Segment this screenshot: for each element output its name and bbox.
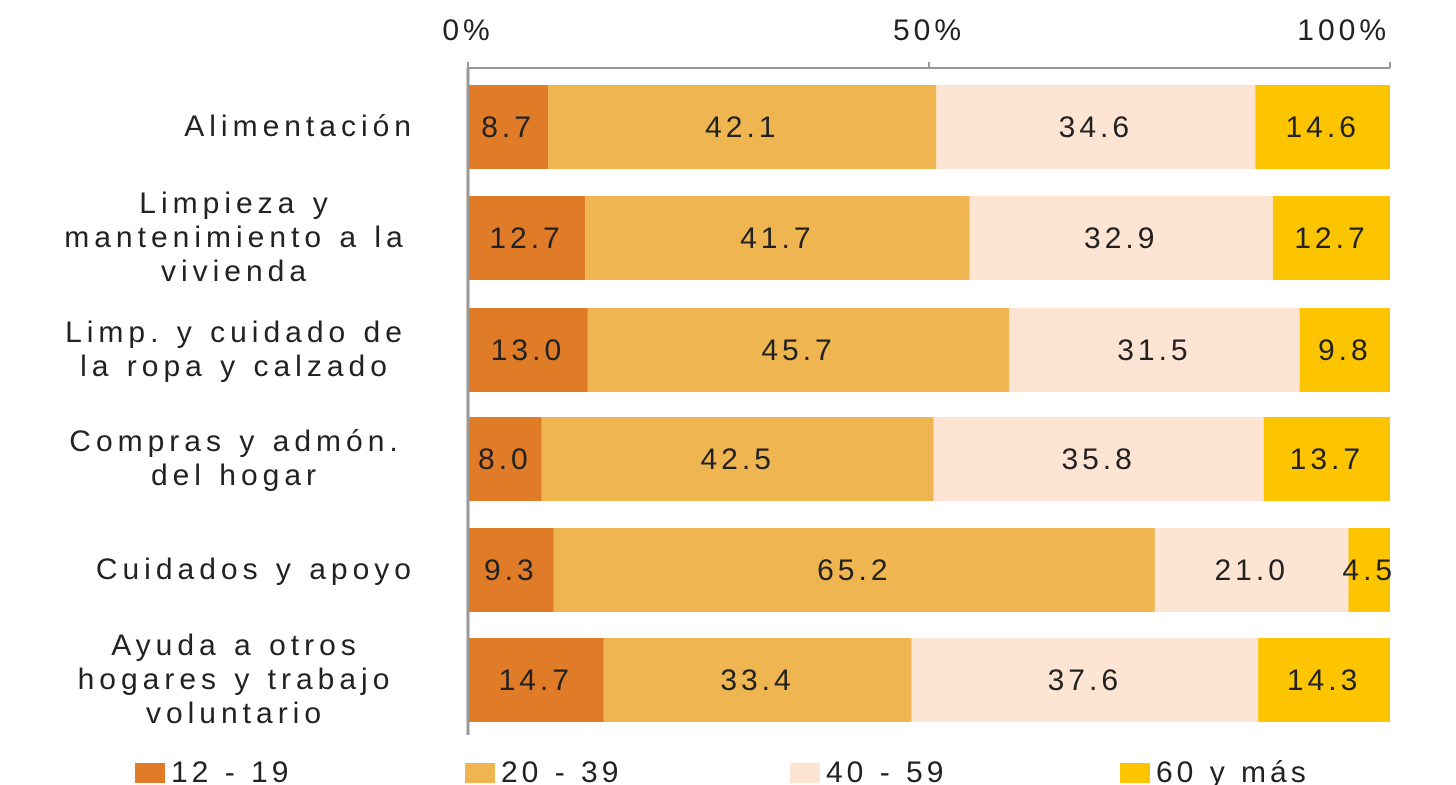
data-label: 42.5 (700, 443, 774, 476)
data-label: 14.3 (1287, 664, 1361, 697)
data-label: 12.7 (489, 222, 563, 255)
category-text: Limp. y cuidado de la ropa y calzado (65, 316, 407, 383)
bar-segment (911, 638, 1259, 722)
data-label: 12.7 (1294, 222, 1368, 255)
data-label: 45.7 (761, 334, 835, 367)
data-label: 65.2 (817, 554, 891, 587)
data-label: 14.7 (499, 664, 573, 697)
legend-swatch (1120, 763, 1150, 783)
legend-swatch (465, 763, 495, 783)
bar-segment (468, 85, 549, 169)
x-tick-label: 50% (893, 14, 965, 47)
data-label: 9.8 (1318, 334, 1372, 367)
bar-segment (548, 85, 937, 169)
data-label: 41.7 (740, 222, 814, 255)
category-text: Alimentación (184, 110, 416, 143)
bar-segment (1299, 308, 1390, 392)
data-label: 37.6 (1048, 664, 1122, 697)
category-text: Cuidados y apoyo (95, 553, 416, 586)
category-label: Limpieza y mantenimiento a la vivienda (56, 183, 416, 293)
bar-segment (1154, 528, 1349, 612)
data-label: 14.6 (1285, 111, 1359, 144)
category-label: Alimentación (184, 72, 416, 182)
bar-segment (1009, 308, 1300, 392)
x-tick-label: 100% (1297, 14, 1390, 47)
category-label: Limp. y cuidado de la ropa y calzado (56, 295, 416, 405)
legend-swatch (790, 763, 820, 783)
bar-segment (933, 417, 1264, 501)
bar-segment (468, 308, 588, 392)
bar-segment (936, 85, 1256, 169)
bar-segment (969, 196, 1273, 280)
bar-segment (1263, 417, 1390, 501)
x-tick-label: 0% (442, 14, 493, 47)
data-label: 13.0 (491, 334, 565, 367)
data-label: 13.7 (1290, 443, 1364, 476)
bar-segment (585, 196, 970, 280)
legend-label: 60 y más (1156, 756, 1310, 785)
bar-segment (1272, 196, 1390, 280)
data-label: 35.8 (1061, 443, 1135, 476)
bar-segment (553, 528, 1155, 612)
data-label: 42.1 (705, 111, 779, 144)
data-label: 34.6 (1059, 111, 1133, 144)
data-label: 31.5 (1117, 334, 1191, 367)
category-label: Cuidados y apoyo (96, 515, 416, 625)
bar-segment (541, 417, 934, 501)
category-label: Ayuda a otros hogares y trabajo voluntar… (56, 625, 416, 735)
data-label: 9.3 (484, 554, 538, 587)
legend-label: 20 - 39 (501, 756, 622, 785)
bar-segment (468, 638, 604, 722)
legend-label: 12 - 19 (171, 756, 292, 785)
data-label: 33.4 (720, 664, 794, 697)
data-label: 21.0 (1215, 554, 1289, 587)
legend-swatch (135, 763, 165, 783)
bar-segment (1258, 638, 1390, 722)
bar-segment (1255, 85, 1390, 169)
bar-segment (468, 528, 554, 612)
bar-segment (1348, 528, 1390, 612)
category-text: Ayuda a otros hogares y trabajo voluntar… (77, 629, 395, 730)
legend-label: 40 - 59 (826, 756, 947, 785)
bar-segment (587, 308, 1010, 392)
data-label: 4.5 (1342, 554, 1396, 587)
category-text: Compras y admón. del hogar (69, 425, 403, 492)
data-label: 32.9 (1084, 222, 1158, 255)
bar-segment (468, 196, 586, 280)
bar-segment (603, 638, 912, 722)
bar-segment (468, 417, 542, 501)
category-text: Limpieza y mantenimiento a la vivienda (64, 187, 408, 288)
category-label: Compras y admón. del hogar (56, 404, 416, 514)
data-label: 8.7 (481, 111, 535, 144)
data-label: 8.0 (478, 443, 532, 476)
